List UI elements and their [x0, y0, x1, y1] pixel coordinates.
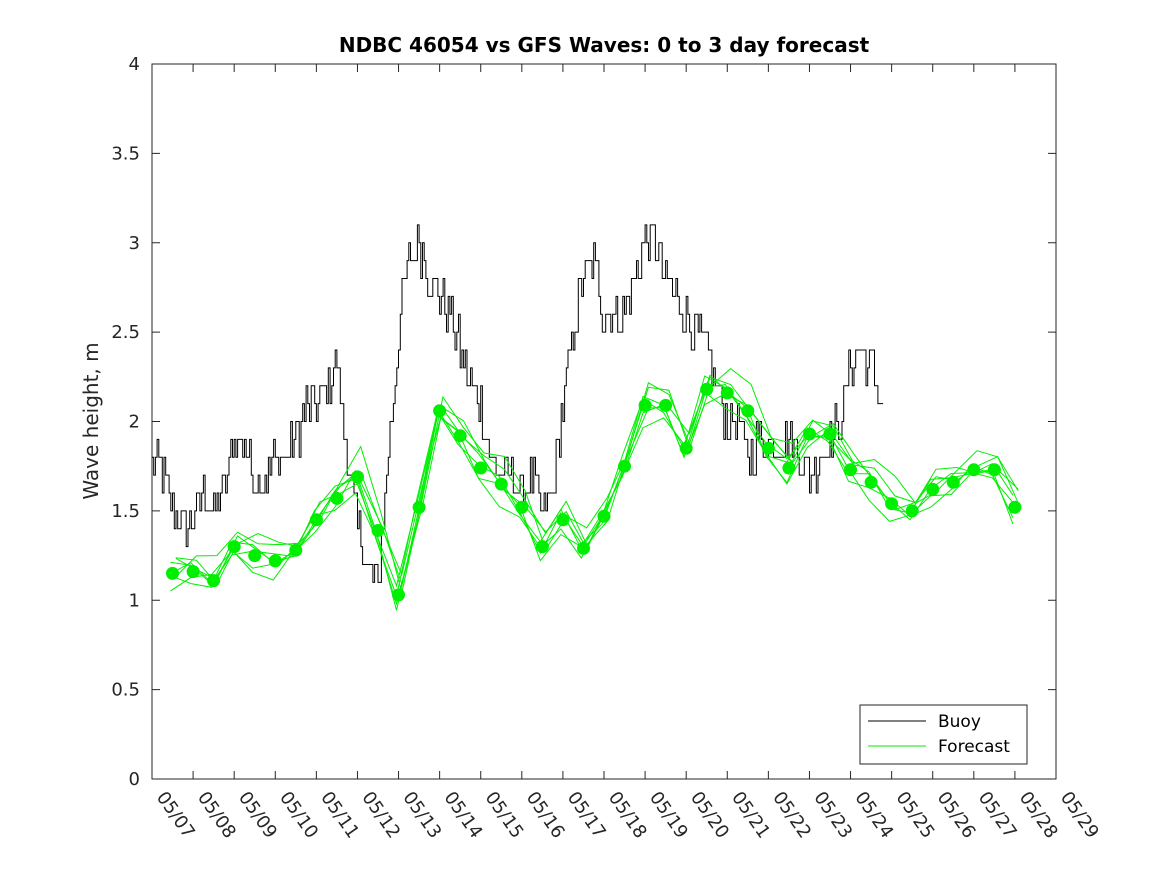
- x-tick-label: 05/12: [357, 788, 404, 843]
- forecast-point: [535, 540, 549, 554]
- legend-forecast-label: Forecast: [938, 737, 1010, 757]
- legend: Buoy Forecast: [859, 704, 1028, 765]
- series-layer: [152, 224, 1022, 611]
- y-axis-label: Wave height, m: [79, 342, 103, 499]
- y-tick-label: 3: [129, 233, 140, 254]
- y-tick-label: 3.5: [111, 143, 140, 164]
- x-tick-label: 05/18: [604, 788, 651, 843]
- forecast-point: [248, 549, 262, 563]
- legend-buoy-label: Buoy: [938, 712, 981, 732]
- forecast-point: [166, 566, 179, 580]
- forecast-point: [803, 427, 816, 441]
- forecast-point: [782, 461, 796, 475]
- forecast-point: [761, 441, 775, 455]
- forecast-point: [741, 404, 755, 418]
- forecast-point: [309, 513, 323, 527]
- y-axis-ticks: 0 0.5 1 1.5 2 2.5 3 3.5 4: [111, 54, 1056, 790]
- y-tick-label: 4: [129, 54, 140, 75]
- legend-box: [859, 704, 1028, 765]
- forecast-point: [926, 482, 940, 496]
- forecast-point: [227, 540, 241, 554]
- forecast-point: [720, 386, 734, 400]
- x-tick-label: 05/15: [481, 788, 528, 843]
- forecast-point: [946, 475, 960, 489]
- forecast-point: [371, 524, 385, 537]
- x-tick-label: 05/17: [563, 788, 610, 843]
- forecast-point: [987, 463, 1001, 477]
- x-tick-label: 05/08: [193, 788, 240, 843]
- forecast-point: [905, 504, 919, 518]
- y-tick-label: 0: [129, 769, 140, 790]
- x-tick-label: 05/20: [686, 788, 733, 843]
- forecast-point: [186, 565, 200, 579]
- x-tick-label: 05/27: [974, 788, 1021, 843]
- y-tick-label: 0.5: [111, 680, 140, 701]
- forecast-point: [330, 491, 344, 505]
- y-tick-label: 1: [129, 590, 140, 611]
- x-tick-label: 05/29: [1056, 788, 1103, 843]
- forecast-point: [679, 441, 693, 455]
- forecast-point: [392, 588, 405, 602]
- x-tick-label: 05/21: [727, 788, 774, 843]
- forecast-point: [474, 461, 488, 475]
- x-tick-label: 05/24: [850, 788, 897, 843]
- forecast-point: [967, 463, 981, 477]
- forecast-point: [618, 459, 631, 473]
- y-tick-label: 2.5: [111, 322, 140, 343]
- forecast-point: [207, 574, 221, 588]
- forecast-point: [268, 554, 282, 568]
- buoy-series-line: [152, 224, 884, 583]
- forecast-point: [351, 470, 364, 484]
- x-tick-label: 05/11: [316, 788, 363, 843]
- forecast-point: [885, 497, 899, 511]
- forecast-point: [1008, 500, 1022, 514]
- forecast-point: [700, 382, 714, 396]
- forecast-point: [659, 398, 673, 412]
- forecast-point: [412, 500, 426, 514]
- forecast-point: [453, 429, 467, 443]
- axes-box: [151, 63, 1057, 780]
- y-tick-label: 1.5: [111, 501, 140, 522]
- x-tick-label: 05/13: [398, 788, 445, 843]
- forecast-point: [433, 404, 447, 418]
- forecast-point: [494, 477, 508, 491]
- chart-title: NDBC 46054 vs GFS Waves: 0 to 3 day fore…: [339, 33, 870, 57]
- x-tick-label: 05/26: [933, 788, 980, 843]
- y-tick-label: 2: [129, 412, 140, 433]
- forecast-point: [556, 513, 570, 527]
- x-tick-label: 05/28: [1015, 788, 1062, 843]
- x-tick-label: 05/16: [522, 788, 569, 843]
- forecast-point: [638, 398, 652, 412]
- forecast-point: [864, 475, 878, 489]
- forecast-point: [577, 541, 590, 555]
- forecast-point: [844, 463, 857, 477]
- x-tick-label: 05/23: [809, 788, 856, 843]
- x-tick-label: 05/22: [768, 788, 815, 843]
- x-tick-label: 05/10: [275, 788, 322, 843]
- forecast-point: [597, 509, 611, 523]
- x-tick-label: 05/14: [440, 788, 487, 843]
- forecast-point: [823, 427, 837, 441]
- forecast-point: [289, 543, 303, 557]
- forecast-point: [515, 500, 529, 514]
- x-tick-label: 05/09: [234, 788, 281, 843]
- forecast-ensemble-line: [170, 393, 1014, 611]
- x-tick-label: 05/19: [645, 788, 692, 843]
- x-tick-label: 05/25: [892, 788, 939, 843]
- x-tick-label: 05/07: [152, 788, 199, 843]
